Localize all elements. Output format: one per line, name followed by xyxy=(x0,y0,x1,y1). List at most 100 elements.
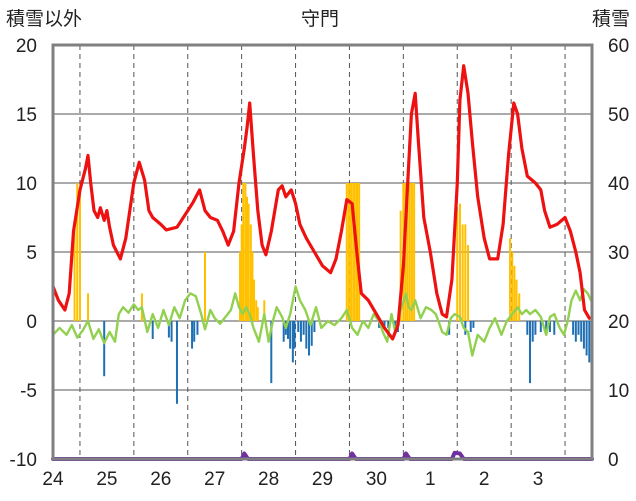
right-tick-label: 10 xyxy=(608,381,629,402)
blue-bar xyxy=(553,321,556,335)
blue-bar xyxy=(282,321,285,342)
blue-bar xyxy=(103,321,106,377)
orange-bar xyxy=(467,245,470,321)
chart-title: 守門 xyxy=(301,8,339,30)
orange-bar xyxy=(78,189,81,321)
orange-bar xyxy=(203,252,206,321)
x-tick-label: 30 xyxy=(366,469,387,490)
x-tick-label: 2 xyxy=(479,469,490,490)
blue-bar xyxy=(545,321,548,335)
orange-bar xyxy=(263,300,266,321)
blue-bar xyxy=(580,321,583,342)
orange-bar xyxy=(352,183,355,321)
right-tick-label: 0 xyxy=(608,450,619,471)
orange-bar xyxy=(246,196,249,321)
left-axis-label: 積雪以外 xyxy=(6,8,82,30)
blue-bar xyxy=(175,321,178,404)
green-line xyxy=(51,285,593,357)
right-tick-label: 40 xyxy=(608,174,629,195)
x-tick-label: 27 xyxy=(204,469,225,490)
blue-bar xyxy=(582,321,585,349)
orange-bar xyxy=(347,183,350,321)
orange-bar xyxy=(515,279,518,321)
orange-bar xyxy=(240,224,243,321)
blue-bar xyxy=(305,321,308,349)
frame-layer xyxy=(51,43,594,461)
blue-bar xyxy=(572,321,575,335)
x-tick-label: 28 xyxy=(258,469,279,490)
blue-bar xyxy=(585,321,588,356)
orange-bar xyxy=(408,183,411,321)
blue-bar xyxy=(196,321,199,335)
blue-bar xyxy=(469,321,472,333)
blue-bar xyxy=(151,321,154,339)
blue-bar xyxy=(191,321,194,349)
orange-bar xyxy=(249,224,252,321)
plot-frame xyxy=(51,43,594,461)
blue-bar xyxy=(539,321,542,333)
blue-bar xyxy=(297,321,300,333)
left-tick-label: 20 xyxy=(16,36,37,57)
blue-bar xyxy=(287,321,290,339)
orange-bar xyxy=(350,183,353,321)
left-tick-label: 10 xyxy=(16,174,37,195)
blue-bar xyxy=(289,321,292,349)
blue-bar xyxy=(383,321,386,328)
orange-bar xyxy=(461,224,464,321)
blue-bar xyxy=(291,321,294,363)
right-tick-label: 50 xyxy=(608,105,629,126)
left-tick-label: 15 xyxy=(16,105,37,126)
blue-bar xyxy=(531,321,534,342)
orange-bar xyxy=(458,203,461,321)
blue-bar xyxy=(529,321,532,384)
right-tick-label: 20 xyxy=(608,312,629,333)
left-tick-label: -10 xyxy=(10,450,37,471)
blue-bar xyxy=(313,321,316,333)
blue-bar xyxy=(310,321,313,346)
blue-bar xyxy=(588,321,591,363)
orange-bar xyxy=(244,183,247,321)
blue-bar xyxy=(534,321,537,335)
blue-bar xyxy=(574,321,577,342)
left-tick-label: 0 xyxy=(26,312,37,333)
blue-bar xyxy=(387,321,390,328)
blue-bar xyxy=(302,321,305,335)
orange-bar xyxy=(518,293,521,321)
blue-bar xyxy=(548,321,551,333)
blue-bar xyxy=(293,321,296,349)
orange-bar xyxy=(513,265,516,321)
orange-bar xyxy=(87,293,90,321)
blue-bar xyxy=(193,321,196,342)
right-tick-label: 30 xyxy=(608,243,629,264)
right-tick-label: 60 xyxy=(608,36,629,57)
orange-bar xyxy=(464,224,467,321)
orange-bar xyxy=(345,183,348,321)
orange-bar xyxy=(256,307,259,321)
left-tick-label: 5 xyxy=(26,243,37,264)
orange-bar xyxy=(509,238,512,321)
orange-bar xyxy=(456,210,459,321)
blue-bar xyxy=(526,321,529,335)
orange-bar xyxy=(73,224,76,321)
orange-bar xyxy=(413,183,416,321)
orange-bar xyxy=(253,279,256,321)
orange-bar xyxy=(239,252,242,321)
orange-bar xyxy=(399,210,402,321)
x-tick-label: 1 xyxy=(425,469,436,490)
blue-bar xyxy=(308,321,311,356)
x-tick-label: 26 xyxy=(150,469,171,490)
blue-bar xyxy=(270,321,273,384)
blue-bar xyxy=(167,321,170,338)
right-axis-label: 積雪 xyxy=(592,8,630,30)
orange-bar xyxy=(255,300,258,321)
orange-bar xyxy=(247,203,250,321)
blue-bar xyxy=(299,321,302,342)
orange-bar xyxy=(251,252,254,321)
blue-bar xyxy=(577,321,580,335)
x-tick-label: 25 xyxy=(96,469,117,490)
red-line xyxy=(51,64,591,341)
